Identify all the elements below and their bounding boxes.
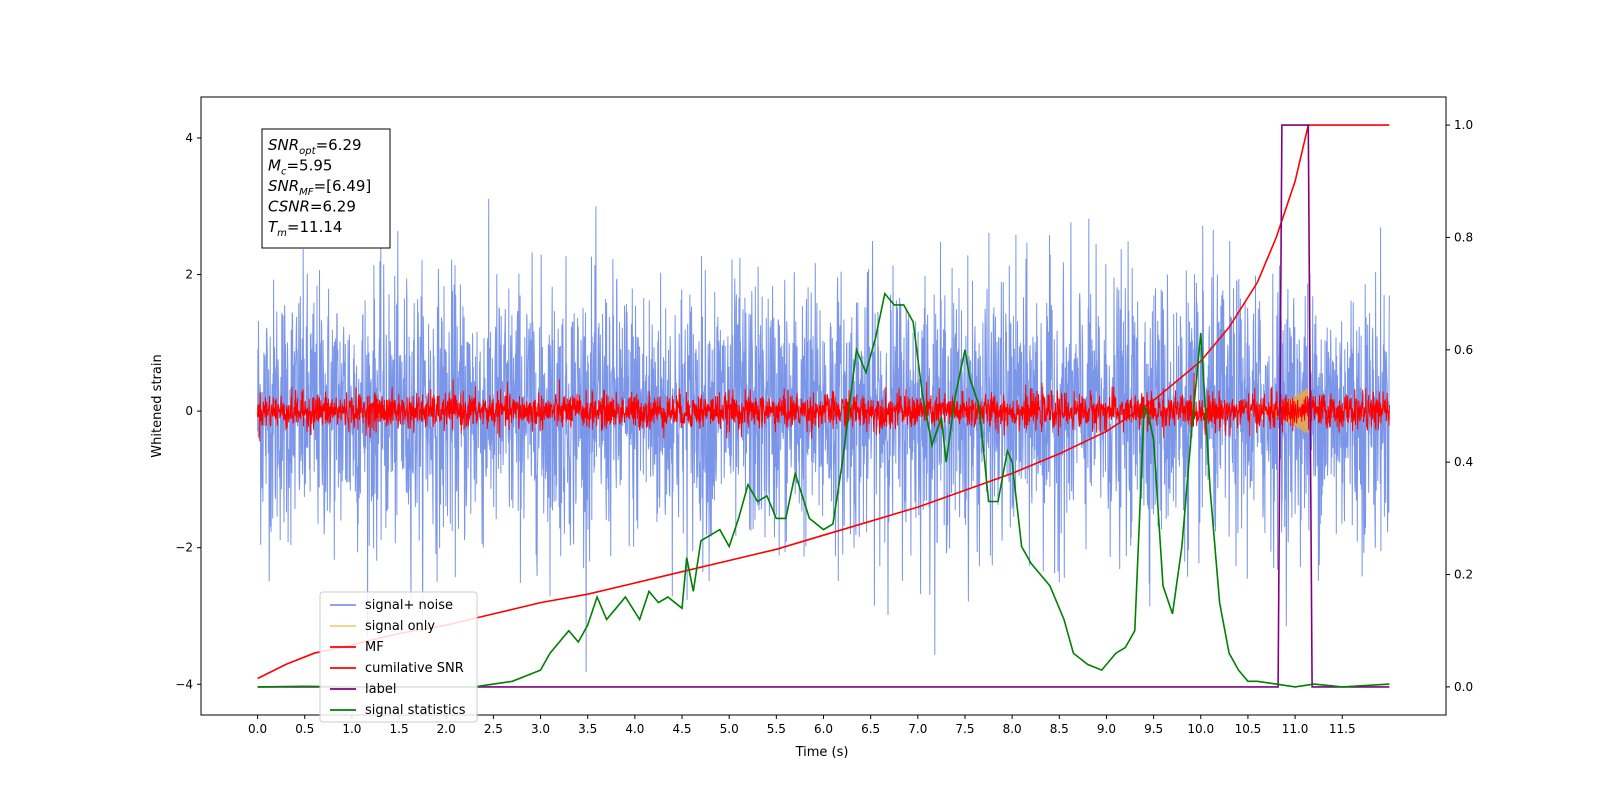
y-axis-ticks: −4 −2 0 2 4 [175,131,201,691]
x-tick-label: 4.5 [672,722,691,736]
annotation-frame [261,128,391,249]
y-right-tick-label: 0.0 [1454,680,1473,694]
annotation-line: CSNR=6.29 [268,198,356,216]
x-tick-label: 10.0 [1187,722,1214,736]
legend-label-label: label [365,682,396,697]
legend-label-signal-statistics: signal statistics [365,703,466,718]
x-tick-label: 9.5 [1144,722,1163,736]
y-right-tick-label: 1.0 [1454,118,1473,132]
x-axis-label: Time (s) [795,745,849,760]
y-tick-label: 4 [185,131,193,145]
y-axis-label: Whitened strain [150,354,165,457]
y-tick-label: 2 [185,268,193,282]
annotation-line: Tm=11.14 [268,218,342,239]
x-tick-label: 0.0 [248,722,267,736]
legend-label-signal-only: signal only [365,619,435,634]
x-tick-label: 9.0 [1097,722,1116,736]
x-tick-label: 5.5 [767,722,786,736]
x-tick-label: 10.5 [1235,722,1262,736]
x-tick-label: 7.0 [908,722,927,736]
x-tick-label: 6.5 [861,722,880,736]
y-right-tick-label: 0.6 [1454,343,1473,357]
x-tick-label: 7.5 [955,722,974,736]
x-axis-ticks: 0.0 0.5 1.0 1.5 2.0 2.5 3.0 3.5 4.0 4.5 5.0 5.5 6.0 6… [248,715,1356,736]
y-right-tick-label: 0.8 [1454,230,1473,244]
annotation-line: SNRopt=6.29 [268,136,362,157]
y-tick-label: −4 [175,677,193,691]
x-tick-label: 1.5 [390,722,409,736]
x-tick-label: 4.0 [625,722,644,736]
legend-label-signal-noise: signal+ noise [365,598,453,613]
x-tick-label: 6.0 [814,722,833,736]
x-tick-label: 0.5 [295,722,314,736]
annotation-line: SNRMF=[6.49] [268,177,371,198]
legend-frame [319,591,478,723]
series-line-signal-statistics [257,291,1390,688]
x-tick-label: 2.0 [437,722,456,736]
x-tick-label: 5.0 [720,722,739,736]
annotation-line: Mc=5.95 [268,157,332,178]
x-tick-label: 11.0 [1282,722,1309,736]
legend-label-cumilative-snr: cumilative SNR [365,661,464,676]
x-tick-label: 3.0 [531,722,550,736]
x-tick-label: 8.0 [1003,722,1022,736]
x-tick-label: 1.0 [342,722,361,736]
y-tick-label: 0 [185,404,193,418]
x-tick-label: 11.5 [1329,722,1356,736]
series-line-mf [257,373,1390,442]
series-line-signal-noise [257,198,1390,673]
legend: signal+ noise signal only MF cumilative SNR… [319,591,478,723]
legend-label-mf: MF [365,640,384,655]
x-tick-label: 3.5 [578,722,597,736]
y-right-axis-ticks: 0.0 0.2 0.4 0.6 0.8 1.0 [1446,118,1473,694]
y-right-tick-label: 0.4 [1454,455,1473,469]
y-tick-label: −2 [175,541,193,555]
x-tick-label: 2.5 [484,722,503,736]
series-line-label [257,124,1390,688]
y-right-tick-label: 0.2 [1454,568,1473,582]
x-tick-label: 8.5 [1050,722,1069,736]
